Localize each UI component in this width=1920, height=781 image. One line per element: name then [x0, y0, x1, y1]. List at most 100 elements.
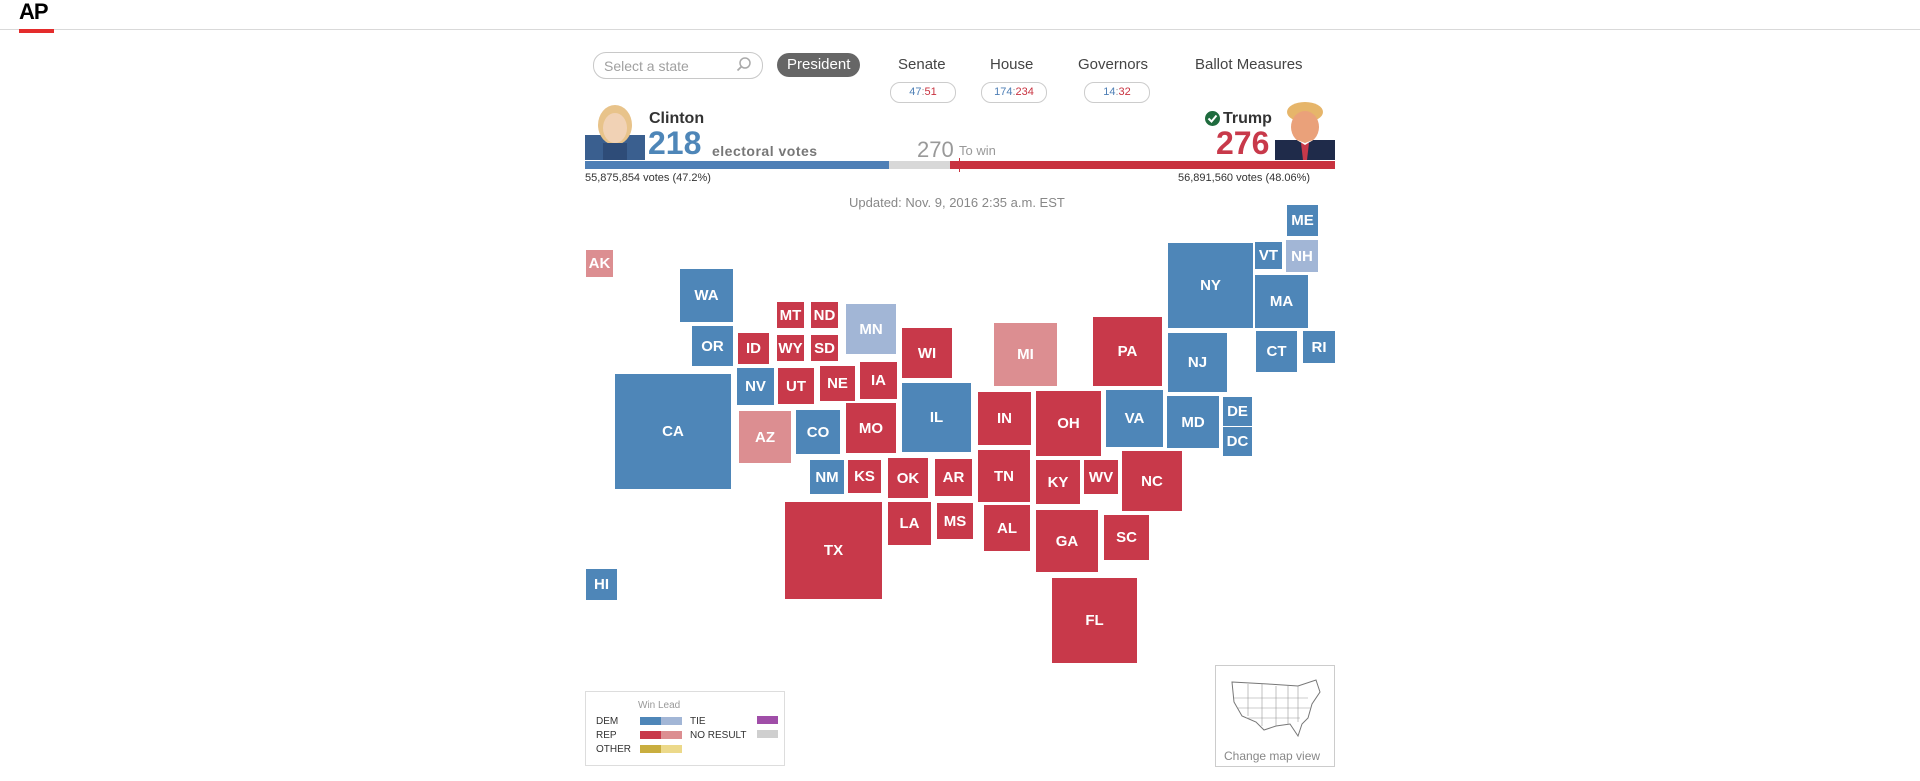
legend-dem-win-swatch [640, 717, 661, 725]
legend-other-win-swatch [640, 745, 661, 753]
state-tile-nj[interactable]: NJ [1168, 333, 1227, 392]
state-tile-nh[interactable]: NH [1286, 240, 1318, 272]
state-tile-md[interactable]: MD [1167, 396, 1219, 448]
state-tile-nc[interactable]: NC [1122, 451, 1182, 511]
search-icon[interactable] [736, 57, 752, 73]
state-tile-de[interactable]: DE [1223, 397, 1252, 426]
ap-logo[interactable]: AP [19, 0, 54, 33]
state-tile-sc[interactable]: SC [1104, 515, 1149, 560]
legend-header: Win Lead [638, 700, 681, 711]
tab-ballot-measures[interactable]: Ballot Measures [1195, 56, 1303, 73]
to-win-label: To win [959, 143, 996, 158]
electoral-vote-bar [585, 158, 1335, 172]
legend-tie-swatch [757, 716, 778, 724]
to-win-marker [959, 158, 960, 172]
state-tile-nd[interactable]: ND [811, 302, 838, 328]
state-tile-pa[interactable]: PA [1093, 317, 1162, 386]
state-tile-me[interactable]: ME [1287, 205, 1318, 236]
logo-underline [19, 29, 54, 33]
state-tile-va[interactable]: VA [1106, 390, 1163, 447]
state-tile-ct[interactable]: CT [1256, 331, 1297, 372]
state-tile-il[interactable]: IL [902, 383, 971, 452]
state-tile-vt[interactable]: VT [1255, 242, 1282, 269]
dem-candidate-name: Clinton [649, 110, 705, 127]
state-tile-al[interactable]: AL [984, 505, 1030, 551]
state-tile-ia[interactable]: IA [860, 362, 897, 399]
change-map-view-label: Change map view [1224, 749, 1321, 763]
ap-logo-text: AP [19, 0, 49, 24]
state-search-input[interactable] [602, 56, 736, 76]
legend-tie-label: TIE [690, 716, 706, 727]
state-tile-id[interactable]: ID [738, 333, 769, 364]
state-tile-fl[interactable]: FL [1052, 578, 1137, 663]
state-tile-mt[interactable]: MT [777, 302, 804, 328]
clinton-portrait [585, 105, 645, 160]
state-tile-ut[interactable]: UT [778, 368, 814, 404]
state-tile-or[interactable]: OR [692, 326, 733, 366]
state-tile-az[interactable]: AZ [739, 411, 791, 463]
state-tile-co[interactable]: CO [796, 410, 840, 454]
to-win-number: 270 [917, 137, 954, 162]
dem-electoral-votes: 218 [648, 125, 702, 161]
governors-dem-count: 14 [1103, 86, 1116, 98]
house-count-badge[interactable]: 174:234 [981, 82, 1047, 103]
house-dem-count: 174 [994, 86, 1013, 98]
state-tile-wa[interactable]: WA [680, 269, 733, 322]
state-tile-ar[interactable]: AR [935, 459, 972, 496]
state-tile-ca[interactable]: CA [615, 374, 731, 489]
legend-dem-lead-swatch [661, 717, 682, 725]
state-tile-ms[interactable]: MS [937, 503, 973, 539]
state-tile-ok[interactable]: OK [888, 458, 928, 498]
senate-rep-count: 51 [924, 86, 937, 98]
tab-house[interactable]: House [990, 56, 1034, 73]
state-tile-ga[interactable]: GA [1036, 510, 1098, 572]
updated-timestamp: Updated: Nov. 9, 2016 2:35 a.m. EST [849, 195, 1065, 210]
state-tile-la[interactable]: LA [888, 502, 931, 545]
house-rep-count: 234 [1015, 86, 1034, 98]
tab-senate[interactable]: Senate [898, 56, 946, 73]
legend-rep-lead-swatch [661, 731, 682, 739]
dem-popular-vote: 55,875,854 votes (47.2%) [585, 172, 711, 184]
legend-other-lead-swatch [661, 745, 682, 753]
rep-popular-vote: 56,891,560 votes (48.06%) [1178, 172, 1311, 184]
trump-portrait [1275, 102, 1335, 160]
state-tile-ne[interactable]: NE [820, 366, 855, 401]
state-tile-ks[interactable]: KS [848, 460, 881, 493]
state-tile-mi[interactable]: MI [994, 323, 1057, 386]
state-tile-ny[interactable]: NY [1168, 243, 1253, 328]
dem-vote-bar [585, 161, 889, 169]
state-tile-ma[interactable]: MA [1255, 275, 1308, 328]
state-tile-tx[interactable]: TX [785, 502, 882, 599]
state-tile-tn[interactable]: TN [978, 450, 1030, 502]
senate-dem-count: 47 [909, 86, 922, 98]
governors-count-badge[interactable]: 14:32 [1084, 82, 1150, 103]
state-tile-wv[interactable]: WV [1084, 460, 1118, 494]
legend-rep-label: REP [596, 730, 617, 741]
state-tile-ky[interactable]: KY [1036, 460, 1080, 504]
state-search[interactable] [593, 52, 763, 79]
state-tile-oh[interactable]: OH [1036, 391, 1101, 456]
state-tile-hi[interactable]: HI [586, 569, 617, 600]
top-bar: AP [0, 0, 1920, 33]
change-map-view-button[interactable]: Change map view [1215, 665, 1335, 767]
us-map-icon [1231, 679, 1321, 738]
state-tile-in[interactable]: IN [978, 392, 1031, 445]
governors-rep-count: 32 [1118, 86, 1131, 98]
tab-president[interactable]: President [777, 53, 861, 77]
state-tile-nv[interactable]: NV [737, 368, 774, 405]
state-tile-mo[interactable]: MO [846, 403, 896, 453]
state-tile-wy[interactable]: WY [777, 335, 804, 361]
state-tile-wi[interactable]: WI [902, 328, 952, 378]
senate-count-badge[interactable]: 47:51 [890, 82, 956, 103]
state-tile-sd[interactable]: SD [811, 335, 838, 361]
state-tile-ri[interactable]: RI [1303, 331, 1335, 363]
legend-dem-label: DEM [596, 716, 619, 727]
rep-vote-bar [950, 161, 1335, 169]
rep-candidate-name: Trump [1223, 110, 1272, 127]
tab-governors[interactable]: Governors [1078, 56, 1149, 73]
state-tile-ak[interactable]: AK [586, 250, 613, 277]
legend-no-result-swatch [757, 730, 778, 738]
state-tile-dc[interactable]: DC [1223, 427, 1252, 456]
state-tile-nm[interactable]: NM [810, 460, 844, 494]
state-tile-mn[interactable]: MN [846, 304, 896, 354]
